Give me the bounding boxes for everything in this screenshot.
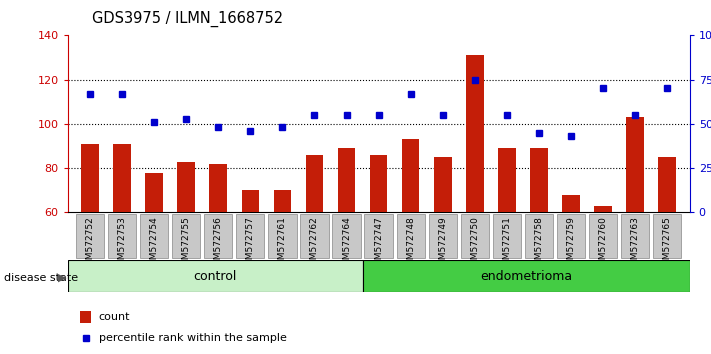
Bar: [402, 139, 419, 212]
FancyBboxPatch shape: [429, 214, 457, 258]
FancyBboxPatch shape: [493, 214, 521, 258]
Bar: [498, 148, 515, 212]
Text: GSM572754: GSM572754: [149, 216, 159, 271]
FancyBboxPatch shape: [461, 214, 489, 258]
Bar: [530, 148, 547, 212]
FancyBboxPatch shape: [172, 214, 201, 258]
Text: GSM572756: GSM572756: [214, 216, 223, 271]
FancyBboxPatch shape: [589, 214, 617, 258]
FancyBboxPatch shape: [333, 214, 360, 258]
FancyBboxPatch shape: [76, 214, 104, 258]
Text: GSM572748: GSM572748: [406, 216, 415, 271]
FancyBboxPatch shape: [300, 214, 328, 258]
FancyBboxPatch shape: [236, 214, 264, 258]
Text: GSM572761: GSM572761: [278, 216, 287, 271]
Bar: [466, 55, 483, 212]
Bar: [363, 260, 690, 292]
FancyBboxPatch shape: [557, 214, 585, 258]
Bar: [658, 157, 676, 212]
FancyBboxPatch shape: [525, 214, 553, 258]
Text: GSM572758: GSM572758: [535, 216, 543, 271]
FancyBboxPatch shape: [140, 214, 169, 258]
FancyBboxPatch shape: [653, 214, 681, 258]
Text: GSM572751: GSM572751: [503, 216, 511, 271]
FancyBboxPatch shape: [204, 214, 232, 258]
Bar: [306, 155, 324, 212]
Text: GSM572760: GSM572760: [599, 216, 608, 271]
Text: GSM572753: GSM572753: [117, 216, 127, 271]
Text: control: control: [193, 270, 237, 282]
Text: GSM572755: GSM572755: [182, 216, 191, 271]
Bar: [274, 190, 292, 212]
Bar: [113, 144, 131, 212]
Bar: [434, 157, 451, 212]
Bar: [80, 312, 91, 323]
Text: GDS3975 / ILMN_1668752: GDS3975 / ILMN_1668752: [92, 11, 284, 27]
Bar: [68, 260, 363, 292]
Text: GSM572764: GSM572764: [342, 216, 351, 271]
FancyBboxPatch shape: [365, 214, 392, 258]
Text: GSM572765: GSM572765: [663, 216, 672, 271]
Bar: [145, 172, 163, 212]
FancyBboxPatch shape: [108, 214, 137, 258]
Text: percentile rank within the sample: percentile rank within the sample: [99, 332, 287, 343]
FancyBboxPatch shape: [621, 214, 649, 258]
Text: ▶: ▶: [58, 273, 67, 283]
Bar: [210, 164, 227, 212]
Text: endometrioma: endometrioma: [480, 270, 572, 282]
Bar: [370, 155, 387, 212]
Bar: [562, 195, 580, 212]
Text: GSM572747: GSM572747: [374, 216, 383, 271]
Bar: [242, 190, 259, 212]
FancyBboxPatch shape: [397, 214, 424, 258]
Text: GSM572752: GSM572752: [85, 216, 95, 271]
Text: count: count: [99, 312, 130, 322]
Text: GSM572750: GSM572750: [470, 216, 479, 271]
Text: GSM572762: GSM572762: [310, 216, 319, 271]
Bar: [81, 144, 99, 212]
Text: GSM572757: GSM572757: [246, 216, 255, 271]
Bar: [594, 206, 612, 212]
Text: disease state: disease state: [4, 273, 77, 283]
FancyBboxPatch shape: [268, 214, 296, 258]
Text: GSM572749: GSM572749: [438, 216, 447, 271]
Text: GSM572759: GSM572759: [567, 216, 575, 271]
Bar: [338, 148, 356, 212]
Text: GSM572763: GSM572763: [631, 216, 640, 271]
Bar: [177, 161, 195, 212]
Bar: [626, 117, 644, 212]
